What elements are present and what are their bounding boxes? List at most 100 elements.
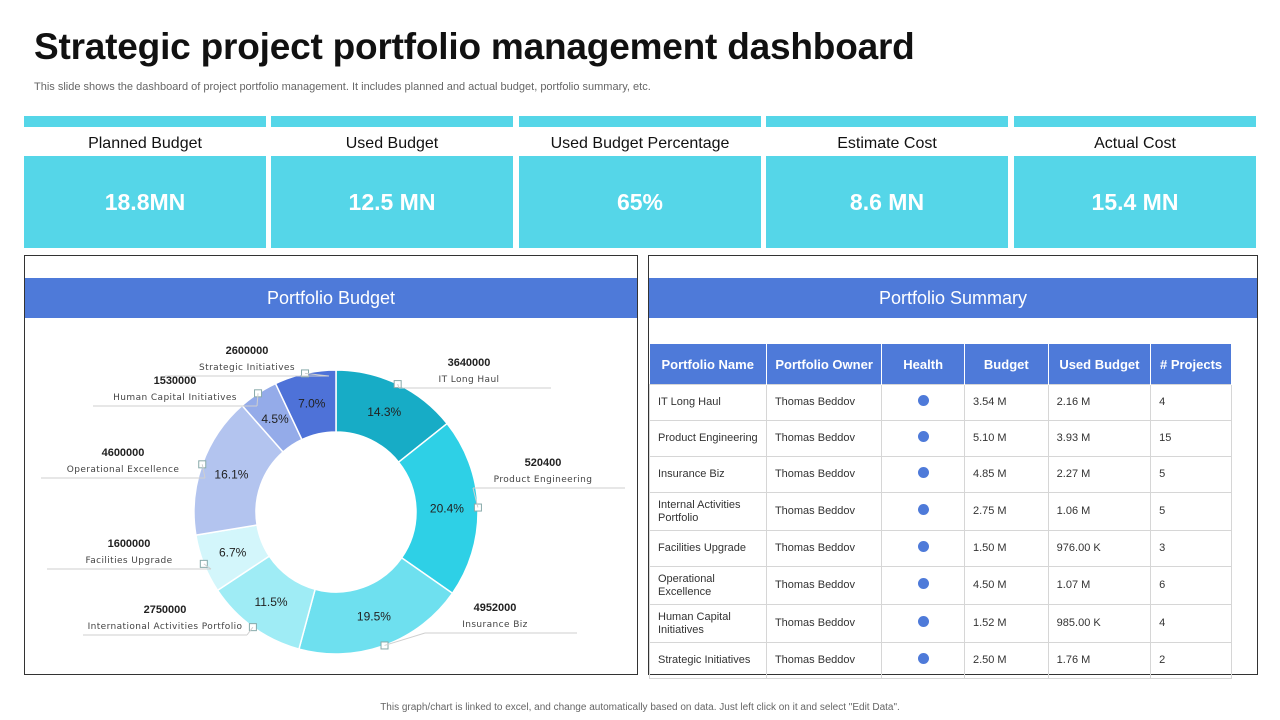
cell-used-budget: 3.93 M — [1047, 420, 1152, 457]
cell-portfolio-name: IT Long Haul — [649, 384, 767, 421]
cell-used-budget: 1.76 M — [1047, 642, 1152, 679]
donut-slice[interactable] — [274, 369, 337, 441]
cell-used-budget: 2.16 M — [1047, 384, 1152, 421]
cell-budget: 2.75 M — [963, 492, 1049, 531]
column-header-used-budget[interactable]: Used Budget — [1048, 344, 1152, 385]
cell-projects: 3 — [1150, 530, 1232, 567]
callout-value: 1530000 — [154, 375, 197, 387]
cell-projects: 5 — [1150, 456, 1232, 493]
callout-leader — [384, 632, 426, 646]
cell-health — [881, 642, 965, 679]
cell-portfolio-name: Human Capital Initiatives — [649, 604, 767, 643]
cell-health — [881, 456, 965, 493]
column-header-portfolio-owner[interactable]: Portfolio Owner — [766, 344, 883, 385]
cell-budget: 4.85 M — [963, 456, 1049, 493]
kpi-card-used-budget[interactable]: Used Budget 12.5 MN — [271, 116, 513, 248]
portfolio-summary-table: Portfolio Name Portfolio Owner Health Bu… — [649, 344, 1232, 679]
cell-health — [881, 420, 965, 457]
cell-portfolio-owner: Thomas Beddov — [765, 642, 883, 679]
donut-slice[interactable] — [397, 422, 479, 595]
cell-budget: 1.52 M — [963, 604, 1049, 643]
cell-projects: 4 — [1150, 384, 1232, 421]
column-header-health[interactable]: Health — [881, 344, 965, 385]
portfolio-summary-title: Portfolio Summary — [649, 278, 1257, 318]
portfolio-budget-title: Portfolio Budget — [25, 278, 637, 318]
cell-portfolio-name: Facilities Upgrade — [649, 530, 767, 567]
health-status-dot — [917, 578, 929, 589]
cell-portfolio-name: Internal Activities Portfolio — [649, 492, 767, 531]
cell-portfolio-name: Product Engineering — [649, 420, 767, 457]
column-header-portfolio-name[interactable]: Portfolio Name — [649, 344, 767, 385]
cell-projects: 2 — [1150, 642, 1232, 679]
callout-name: IT Long Haul — [439, 375, 500, 385]
cell-budget: 4.50 M — [963, 566, 1049, 605]
table-header-row: Portfolio Name Portfolio Owner Health Bu… — [649, 344, 1232, 385]
table-row[interactable]: Internal Activities Portfolio Thomas Bedd… — [649, 492, 1232, 531]
slice-percent-label: 7.0% — [298, 397, 326, 411]
callout-value: 520400 — [525, 457, 562, 469]
health-status-dot — [917, 616, 929, 627]
kpi-card-used-budget-percentage[interactable]: Used Budget Percentage 65% — [519, 116, 761, 248]
kpi-card-planned-budget[interactable]: Planned Budget 18.8MN — [24, 116, 266, 248]
cell-used-budget: 976.00 K — [1047, 530, 1152, 567]
slice-percent-label: 19.5% — [357, 609, 391, 623]
cell-projects: 4 — [1150, 604, 1232, 643]
callout-value: 4952000 — [474, 602, 517, 614]
kpi-value: 12.5 MN — [271, 156, 513, 248]
cell-projects: 15 — [1150, 420, 1232, 457]
callout-name: Operational Excellence — [67, 465, 180, 475]
callout-value: 2600000 — [226, 345, 269, 357]
table-row[interactable]: Strategic Initiatives Thomas Beddov 2.50 M… — [649, 642, 1232, 679]
kpi-label: Used Budget Percentage — [519, 127, 761, 160]
footnote: This graph/chart is linked to excel, and… — [380, 702, 900, 713]
cell-portfolio-owner: Thomas Beddov — [765, 566, 883, 605]
portfolio-budget-donut-chart[interactable]: 14.3% 3640000 IT Long Haul 20.4% 520400 Produ… — [25, 256, 637, 674]
cell-health — [881, 384, 965, 421]
portfolio-budget-panel: Portfolio Budget 14.3% 3640000 IT Long Hau… — [24, 255, 638, 675]
callout-leader — [472, 487, 479, 508]
kpi-accent-bar — [1014, 116, 1256, 127]
kpi-accent-bar — [271, 116, 513, 127]
callout-name: International Activities Portfolio — [88, 622, 243, 632]
kpi-label: Estimate Cost — [766, 127, 1008, 160]
cell-budget: 3.54 M — [963, 384, 1049, 421]
cell-portfolio-owner: Thomas Beddov — [765, 456, 883, 493]
health-status-dot — [917, 467, 929, 478]
cell-portfolio-name: Insurance Biz — [649, 456, 767, 493]
callout-leader — [203, 563, 212, 570]
callout-leader — [201, 464, 206, 479]
cell-portfolio-owner: Thomas Beddov — [765, 492, 883, 531]
cell-portfolio-name: Operational Excellence — [649, 566, 767, 605]
callout-name: Human Capital Initiatives — [113, 393, 237, 403]
column-header-budget[interactable]: Budget — [964, 344, 1049, 385]
cell-health — [881, 604, 965, 643]
table-row[interactable]: Product Engineering Thomas Beddov 5.10 M 3.… — [649, 420, 1232, 457]
callout-value: 1600000 — [108, 538, 151, 550]
cell-budget: 5.10 M — [963, 420, 1049, 457]
kpi-row: Planned Budget 18.8MN Used Budget 12.5 M… — [24, 116, 1256, 248]
column-header-projects[interactable]: # Projects — [1150, 344, 1232, 385]
cell-projects: 5 — [1150, 492, 1232, 531]
callout-name: Insurance Biz — [462, 620, 528, 630]
slice-percent-label: 11.5% — [254, 595, 287, 609]
slice-percent-label: 6.7% — [219, 546, 247, 560]
table-row[interactable]: Human Capital Initiatives Thomas Beddov 1.… — [649, 604, 1232, 643]
cell-portfolio-owner: Thomas Beddov — [765, 384, 883, 421]
table-row[interactable]: Operational Excellence Thomas Beddov 4.50 … — [649, 566, 1232, 605]
health-status-dot — [917, 395, 929, 406]
kpi-card-actual-cost[interactable]: Actual Cost 15.4 MN — [1014, 116, 1256, 248]
cell-health — [881, 530, 965, 567]
cell-used-budget: 1.07 M — [1047, 566, 1152, 605]
kpi-label: Planned Budget — [24, 127, 266, 160]
cell-used-budget: 1.06 M — [1047, 492, 1152, 531]
kpi-card-estimate-cost[interactable]: Estimate Cost 8.6 MN — [766, 116, 1008, 248]
slice-percent-label: 20.4% — [430, 502, 464, 516]
health-status-dot — [917, 541, 929, 552]
kpi-value: 65% — [519, 156, 761, 248]
kpi-value: 18.8MN — [24, 156, 266, 248]
kpi-label: Used Budget — [271, 127, 513, 160]
health-status-dot — [917, 431, 929, 442]
table-row[interactable]: Facilities Upgrade Thomas Beddov 1.50 M 976… — [649, 530, 1232, 567]
